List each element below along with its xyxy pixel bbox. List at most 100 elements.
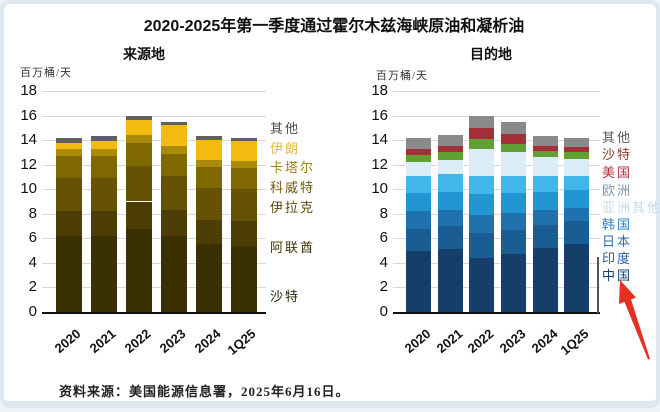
y-tick-label: 4 bbox=[28, 253, 37, 271]
y-tick-label: 4 bbox=[379, 253, 388, 271]
legend-label: 日本 bbox=[602, 234, 633, 249]
bar-segment bbox=[533, 146, 558, 152]
page-title: 2020-2025年第一季度通过霍尔木兹海峡原油和凝析油 bbox=[143, 18, 525, 35]
bar-segment bbox=[231, 160, 257, 169]
bar-segment bbox=[564, 152, 589, 159]
bar-segment bbox=[231, 137, 257, 142]
y-tick-label: 2 bbox=[28, 278, 37, 296]
bar-segment bbox=[126, 201, 152, 229]
bar-segment bbox=[231, 221, 257, 246]
bar-segment bbox=[469, 115, 494, 128]
bar-segment bbox=[438, 226, 463, 250]
gridline bbox=[42, 238, 266, 240]
x-tick-label: 2021 bbox=[86, 325, 119, 356]
bar-segment bbox=[56, 156, 82, 179]
bar-segment bbox=[126, 135, 152, 143]
bar-segment bbox=[469, 194, 494, 215]
bar-segment bbox=[196, 140, 222, 160]
legend-label: 伊朗 bbox=[270, 141, 301, 156]
bar-segment bbox=[533, 210, 558, 225]
bar-segment bbox=[533, 175, 558, 192]
bar-segment bbox=[406, 162, 431, 176]
bar-segment bbox=[406, 228, 431, 251]
y-axis-unit-label: 百万桶/天 bbox=[376, 70, 429, 82]
y-tick-label: 0 bbox=[379, 303, 388, 320]
legend-label: 韩国 bbox=[602, 217, 633, 232]
legend-label: 美国 bbox=[602, 165, 633, 180]
bar-segment bbox=[406, 211, 431, 229]
bar-segment bbox=[126, 115, 152, 121]
bar-segment bbox=[438, 152, 463, 160]
gridline bbox=[42, 287, 266, 289]
bar-segment bbox=[56, 178, 82, 212]
bar-segment bbox=[469, 215, 494, 234]
bar-segment bbox=[469, 138, 494, 149]
gridline bbox=[393, 238, 600, 240]
bar-segment bbox=[501, 152, 526, 176]
y-tick-label: 18 bbox=[20, 82, 37, 99]
x-tick-label: 2022 bbox=[121, 325, 154, 356]
bar-segment bbox=[406, 192, 431, 212]
bar-segment bbox=[91, 235, 117, 312]
bar-segment bbox=[196, 167, 222, 188]
bar-segment bbox=[126, 165, 152, 202]
bar-segment bbox=[501, 229, 526, 255]
gridline bbox=[42, 262, 266, 264]
bar-segment bbox=[564, 137, 589, 148]
bar-segment bbox=[501, 175, 526, 193]
bar-segment bbox=[126, 120, 152, 136]
y-tick-label: 16 bbox=[371, 106, 388, 124]
bar-segment bbox=[91, 178, 117, 212]
gridline bbox=[42, 115, 266, 117]
bar-segment bbox=[126, 142, 152, 166]
bar-segment bbox=[564, 190, 589, 208]
gridline bbox=[393, 91, 600, 92]
bar-segment bbox=[501, 133, 526, 144]
bar-segment bbox=[438, 135, 463, 147]
bar-segment bbox=[564, 175, 589, 191]
bar-segment bbox=[501, 192, 526, 213]
plot-frame-line bbox=[597, 257, 599, 313]
legend-label: 亚洲其他 bbox=[602, 200, 660, 215]
y-tick-label: 6 bbox=[379, 229, 388, 247]
bar-segment bbox=[56, 142, 82, 149]
legend-label: 伊拉克 bbox=[270, 200, 316, 215]
y-tick-label: 8 bbox=[28, 204, 37, 222]
y-tick-label: 10 bbox=[20, 180, 37, 198]
bar-segment bbox=[196, 219, 222, 245]
bar-segment bbox=[56, 235, 82, 312]
bar-segment bbox=[406, 250, 431, 312]
gridline bbox=[393, 164, 600, 166]
bar-segment bbox=[161, 235, 187, 312]
bar-segment bbox=[533, 224, 558, 249]
legend-label: 卡塔尔 bbox=[270, 160, 316, 175]
bar-segment bbox=[501, 121, 526, 134]
bar-segment bbox=[438, 159, 463, 175]
y-tick-label: 12 bbox=[20, 155, 37, 173]
bar-segment bbox=[469, 175, 494, 195]
bar-segment bbox=[564, 244, 589, 312]
bar-segment bbox=[533, 157, 558, 176]
bar-segment bbox=[438, 174, 463, 192]
bar-segment bbox=[564, 158, 589, 176]
bar-segment bbox=[91, 156, 117, 179]
bar-segment bbox=[564, 221, 589, 245]
legend-label: 印度 bbox=[602, 251, 633, 266]
bar-segment bbox=[406, 137, 431, 149]
legend-label: 其他 bbox=[270, 121, 301, 136]
bar-segment bbox=[91, 148, 117, 157]
bar-segment bbox=[196, 159, 222, 168]
bar-segment bbox=[91, 141, 117, 149]
bar-segment bbox=[196, 136, 222, 141]
bar-segment bbox=[406, 175, 431, 193]
x-tick-label: 2020 bbox=[51, 325, 84, 356]
bar-segment bbox=[231, 245, 257, 312]
legend-label: 沙特 bbox=[270, 289, 301, 304]
legend-label: 沙特 bbox=[602, 147, 633, 162]
bar-segment bbox=[196, 244, 222, 312]
bar-segment bbox=[501, 254, 526, 312]
legend-label: 阿联酋 bbox=[270, 240, 316, 255]
gridline bbox=[42, 213, 266, 215]
bar-segment bbox=[469, 233, 494, 258]
